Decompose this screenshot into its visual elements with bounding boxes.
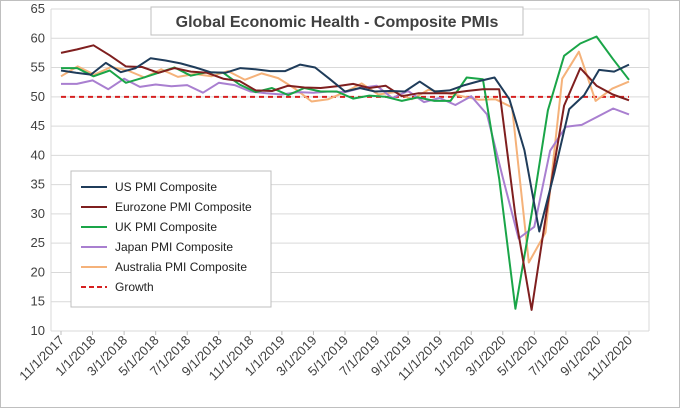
series-layer <box>60 35 630 311</box>
y-tick-label: 20 <box>31 264 45 279</box>
y-tick-label: 55 <box>31 60 45 75</box>
y-axis: 10 15 20 25 30 35 40 45 50 55 60 65 <box>31 1 45 338</box>
legend-box <box>70 170 272 308</box>
legend-label-australia-pmi-composite: Australia PMI Composite <box>115 260 247 274</box>
chart-title-box: Global Economic Health - Composite PMIs <box>150 6 524 36</box>
y-tick-label: 25 <box>31 235 45 250</box>
legend-label-japan-pmi-composite: Japan PMI Composite <box>115 240 233 254</box>
y-tick-label: 30 <box>31 206 45 221</box>
chart-title: Global Economic Health - Composite PMIs <box>176 14 499 31</box>
legend-label-eurozone-pmi-composite: Eurozone PMI Composite <box>115 200 252 214</box>
y-tick-label: 45 <box>31 118 45 133</box>
x-axis: 11/1/20171/1/20183/1/20185/1/20187/1/201… <box>16 331 635 383</box>
y-tick-label: 60 <box>31 30 45 45</box>
y-tick-label: 50 <box>31 89 45 104</box>
y-tick-label: 40 <box>31 147 45 162</box>
legend-label-uk-pmi-composite: UK PMI Composite <box>115 220 217 234</box>
legend-label-growth: Growth <box>115 280 154 294</box>
series-eurozone-pmi-composite <box>60 44 630 311</box>
y-tick-label: 15 <box>31 294 45 309</box>
y-tick-label: 10 <box>31 323 45 338</box>
legend-label-us-pmi-composite: US PMI Composite <box>115 180 217 194</box>
series-uk-pmi-composite <box>61 35 630 310</box>
y-tick-label: 65 <box>31 1 45 16</box>
y-tick-label: 35 <box>31 177 45 192</box>
series-us-pmi-composite <box>60 57 630 233</box>
legend: US PMI Composite Eurozone PMI Composite UK… <box>70 170 272 308</box>
